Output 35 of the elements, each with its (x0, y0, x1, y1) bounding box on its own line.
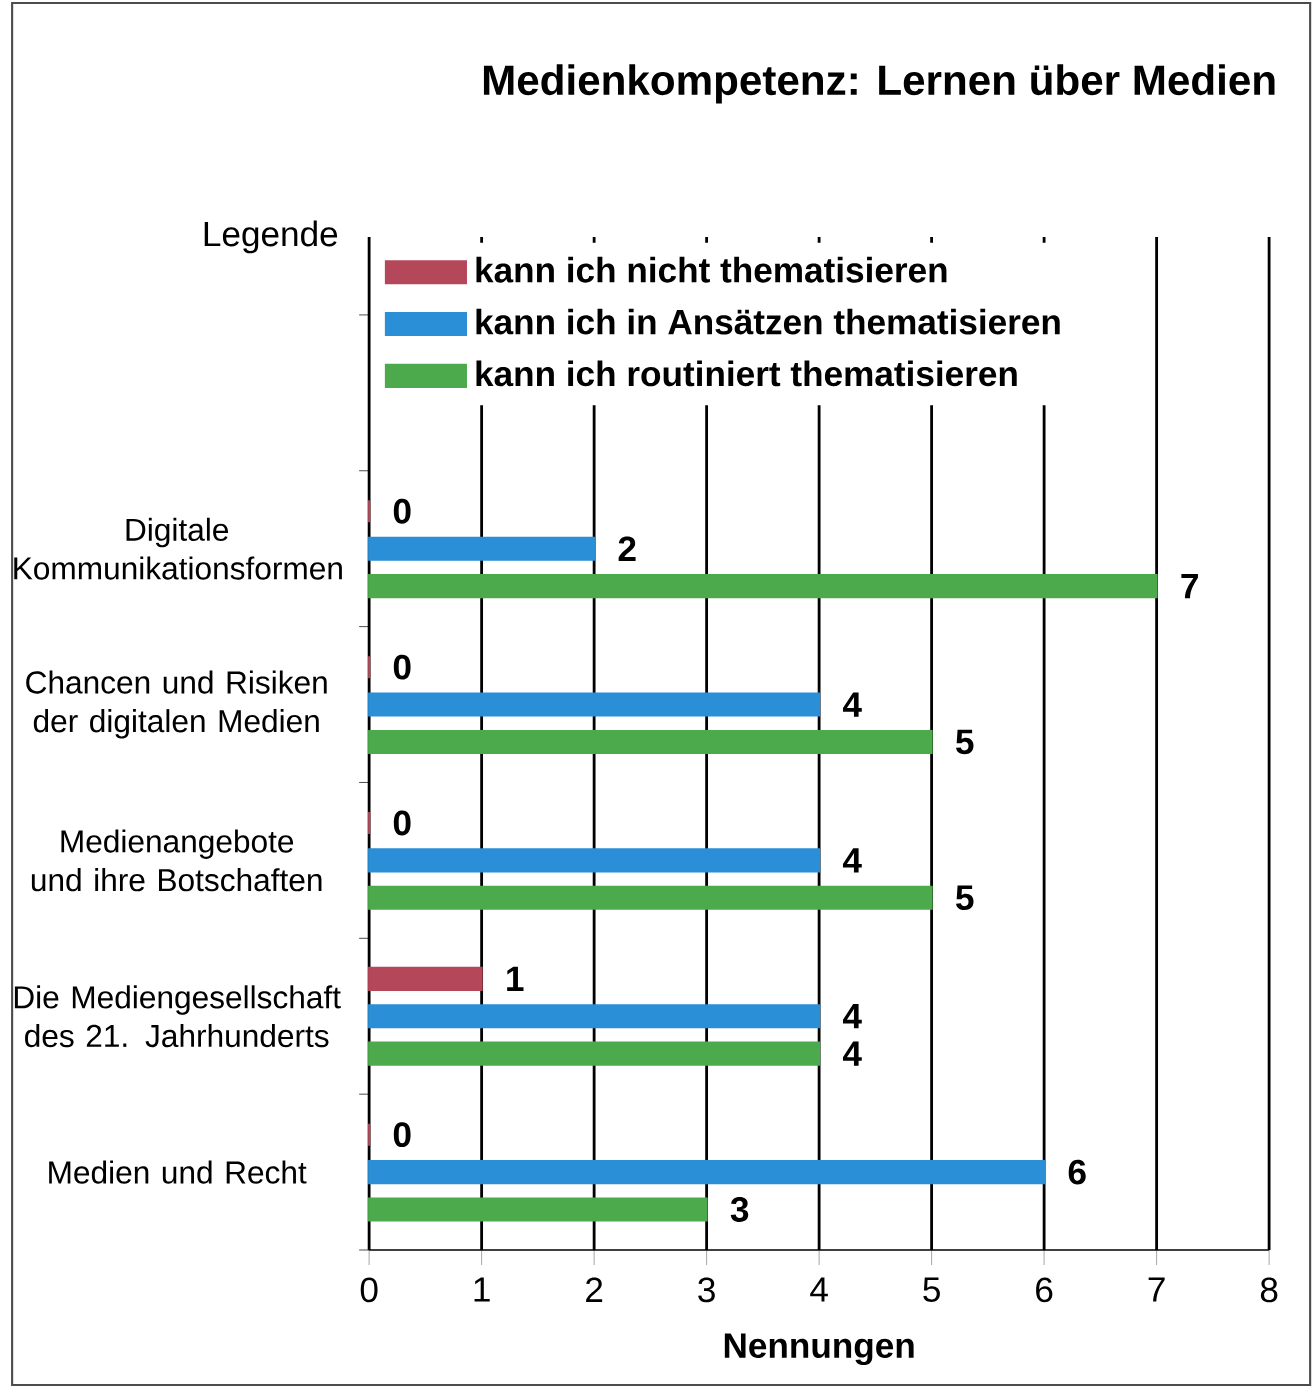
data-label: 4 (842, 848, 862, 873)
legend-label: kann ich nicht thematisieren (476, 256, 947, 283)
x-tick-label: 8 (1260, 1277, 1278, 1303)
x-tick-label: 4 (810, 1277, 828, 1302)
data-label: 3 (730, 1197, 749, 1222)
x-axis-title: Nennungen (724, 1333, 914, 1366)
chart-title: Medienkompetenz: Lernen über Medien (483, 64, 1275, 104)
y-tick-label: Medienangebote und ihre Botschaften (31, 829, 322, 892)
data-label: 4 (842, 692, 862, 717)
y-tick-label: Digitale Kommunikationsformen (14, 517, 342, 580)
legend-label: kann ich in Ansätzen thematisieren (476, 308, 1060, 335)
data-label: 0 (393, 498, 411, 524)
x-tick-label: 6 (1036, 1277, 1053, 1303)
data-label: 2 (618, 536, 636, 561)
data-label: 4 (842, 1004, 862, 1029)
y-tick-label: Medien und Recht (49, 1160, 307, 1184)
x-tick-label: 1 (474, 1277, 490, 1302)
data-label: 5 (955, 729, 974, 755)
y-tick-label: Chancen und Risiken der digitalen Medien (26, 670, 327, 739)
data-label: 0 (393, 1122, 411, 1148)
data-label: 5 (955, 885, 974, 911)
legend-title: Legende (204, 220, 338, 254)
data-label: 4 (842, 1041, 862, 1066)
x-tick-label: 2 (586, 1277, 603, 1302)
data-label: 1 (507, 966, 524, 991)
data-label: 0 (393, 810, 411, 836)
data-label: 7 (1181, 573, 1198, 599)
x-tick-label: 3 (698, 1277, 715, 1303)
x-tick-label: 0 (360, 1277, 378, 1303)
x-tick-label: 7 (1148, 1277, 1165, 1302)
data-label: 0 (393, 654, 411, 680)
y-tick-label: Die Mediengesellschaft des 21. Jahrhunderts (14, 985, 341, 1048)
legend-label: kann ich routiniert thematisieren (476, 360, 1017, 387)
x-tick-label: 5 (923, 1277, 940, 1302)
data-label: 6 (1068, 1159, 1086, 1185)
